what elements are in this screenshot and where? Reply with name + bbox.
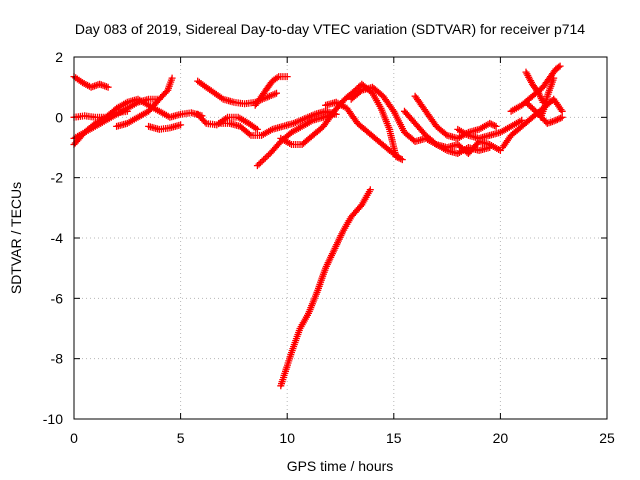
y-tick-label: -10 (43, 411, 63, 427)
plus-markers (347, 83, 494, 157)
plus-markers (113, 74, 176, 130)
series-arc-g (194, 110, 261, 133)
plus-markers (251, 73, 291, 109)
x-tick-label: 5 (177, 430, 185, 446)
chart-title: Day 083 of 2019, Sidereal Day-to-day VTE… (75, 21, 585, 37)
plus-markers (322, 98, 402, 161)
series-arc-m (322, 98, 402, 161)
plus-markers (522, 68, 547, 106)
y-tick-label: -4 (51, 230, 64, 246)
y-axis-label: SDTVAR / TECUs (8, 182, 24, 294)
y-tick-label: -2 (51, 170, 64, 186)
plus-markers (194, 110, 261, 133)
series-arc-l (277, 80, 406, 164)
x-tick-label: 20 (493, 430, 509, 446)
plus-markers (537, 74, 558, 121)
series-arc-e (113, 74, 176, 130)
plus-markers (145, 121, 185, 133)
plus-markers (70, 73, 112, 91)
series-arc-u (537, 74, 558, 121)
series-arc-a (70, 73, 112, 91)
series-arc-o (401, 107, 504, 157)
plus-markers (277, 80, 406, 164)
y-tick-label: -6 (51, 290, 64, 306)
series-arc-v (522, 68, 547, 106)
x-tick-label: 0 (70, 430, 78, 446)
y-tick-label: 2 (55, 49, 63, 65)
plot-frame (73, 56, 608, 420)
series-arc-q (454, 116, 526, 142)
y-tick-label: 0 (55, 109, 63, 125)
data-marks (70, 62, 566, 390)
series-arc-n (347, 83, 494, 157)
series-arc-i (251, 73, 291, 109)
series-arc-w (277, 186, 374, 390)
series-arc-f (145, 121, 185, 133)
plus-markers (215, 107, 340, 139)
plus-markers (401, 107, 504, 157)
series-arc-j (215, 107, 340, 139)
x-tick-label: 15 (386, 430, 402, 446)
x-tick-label: 25 (599, 430, 615, 446)
x-tick-label: 10 (279, 430, 295, 446)
y-tick-label: -8 (51, 351, 64, 367)
plus-markers (454, 116, 526, 142)
plus-markers (277, 186, 374, 390)
x-axis-label: GPS time / hours (287, 458, 394, 474)
